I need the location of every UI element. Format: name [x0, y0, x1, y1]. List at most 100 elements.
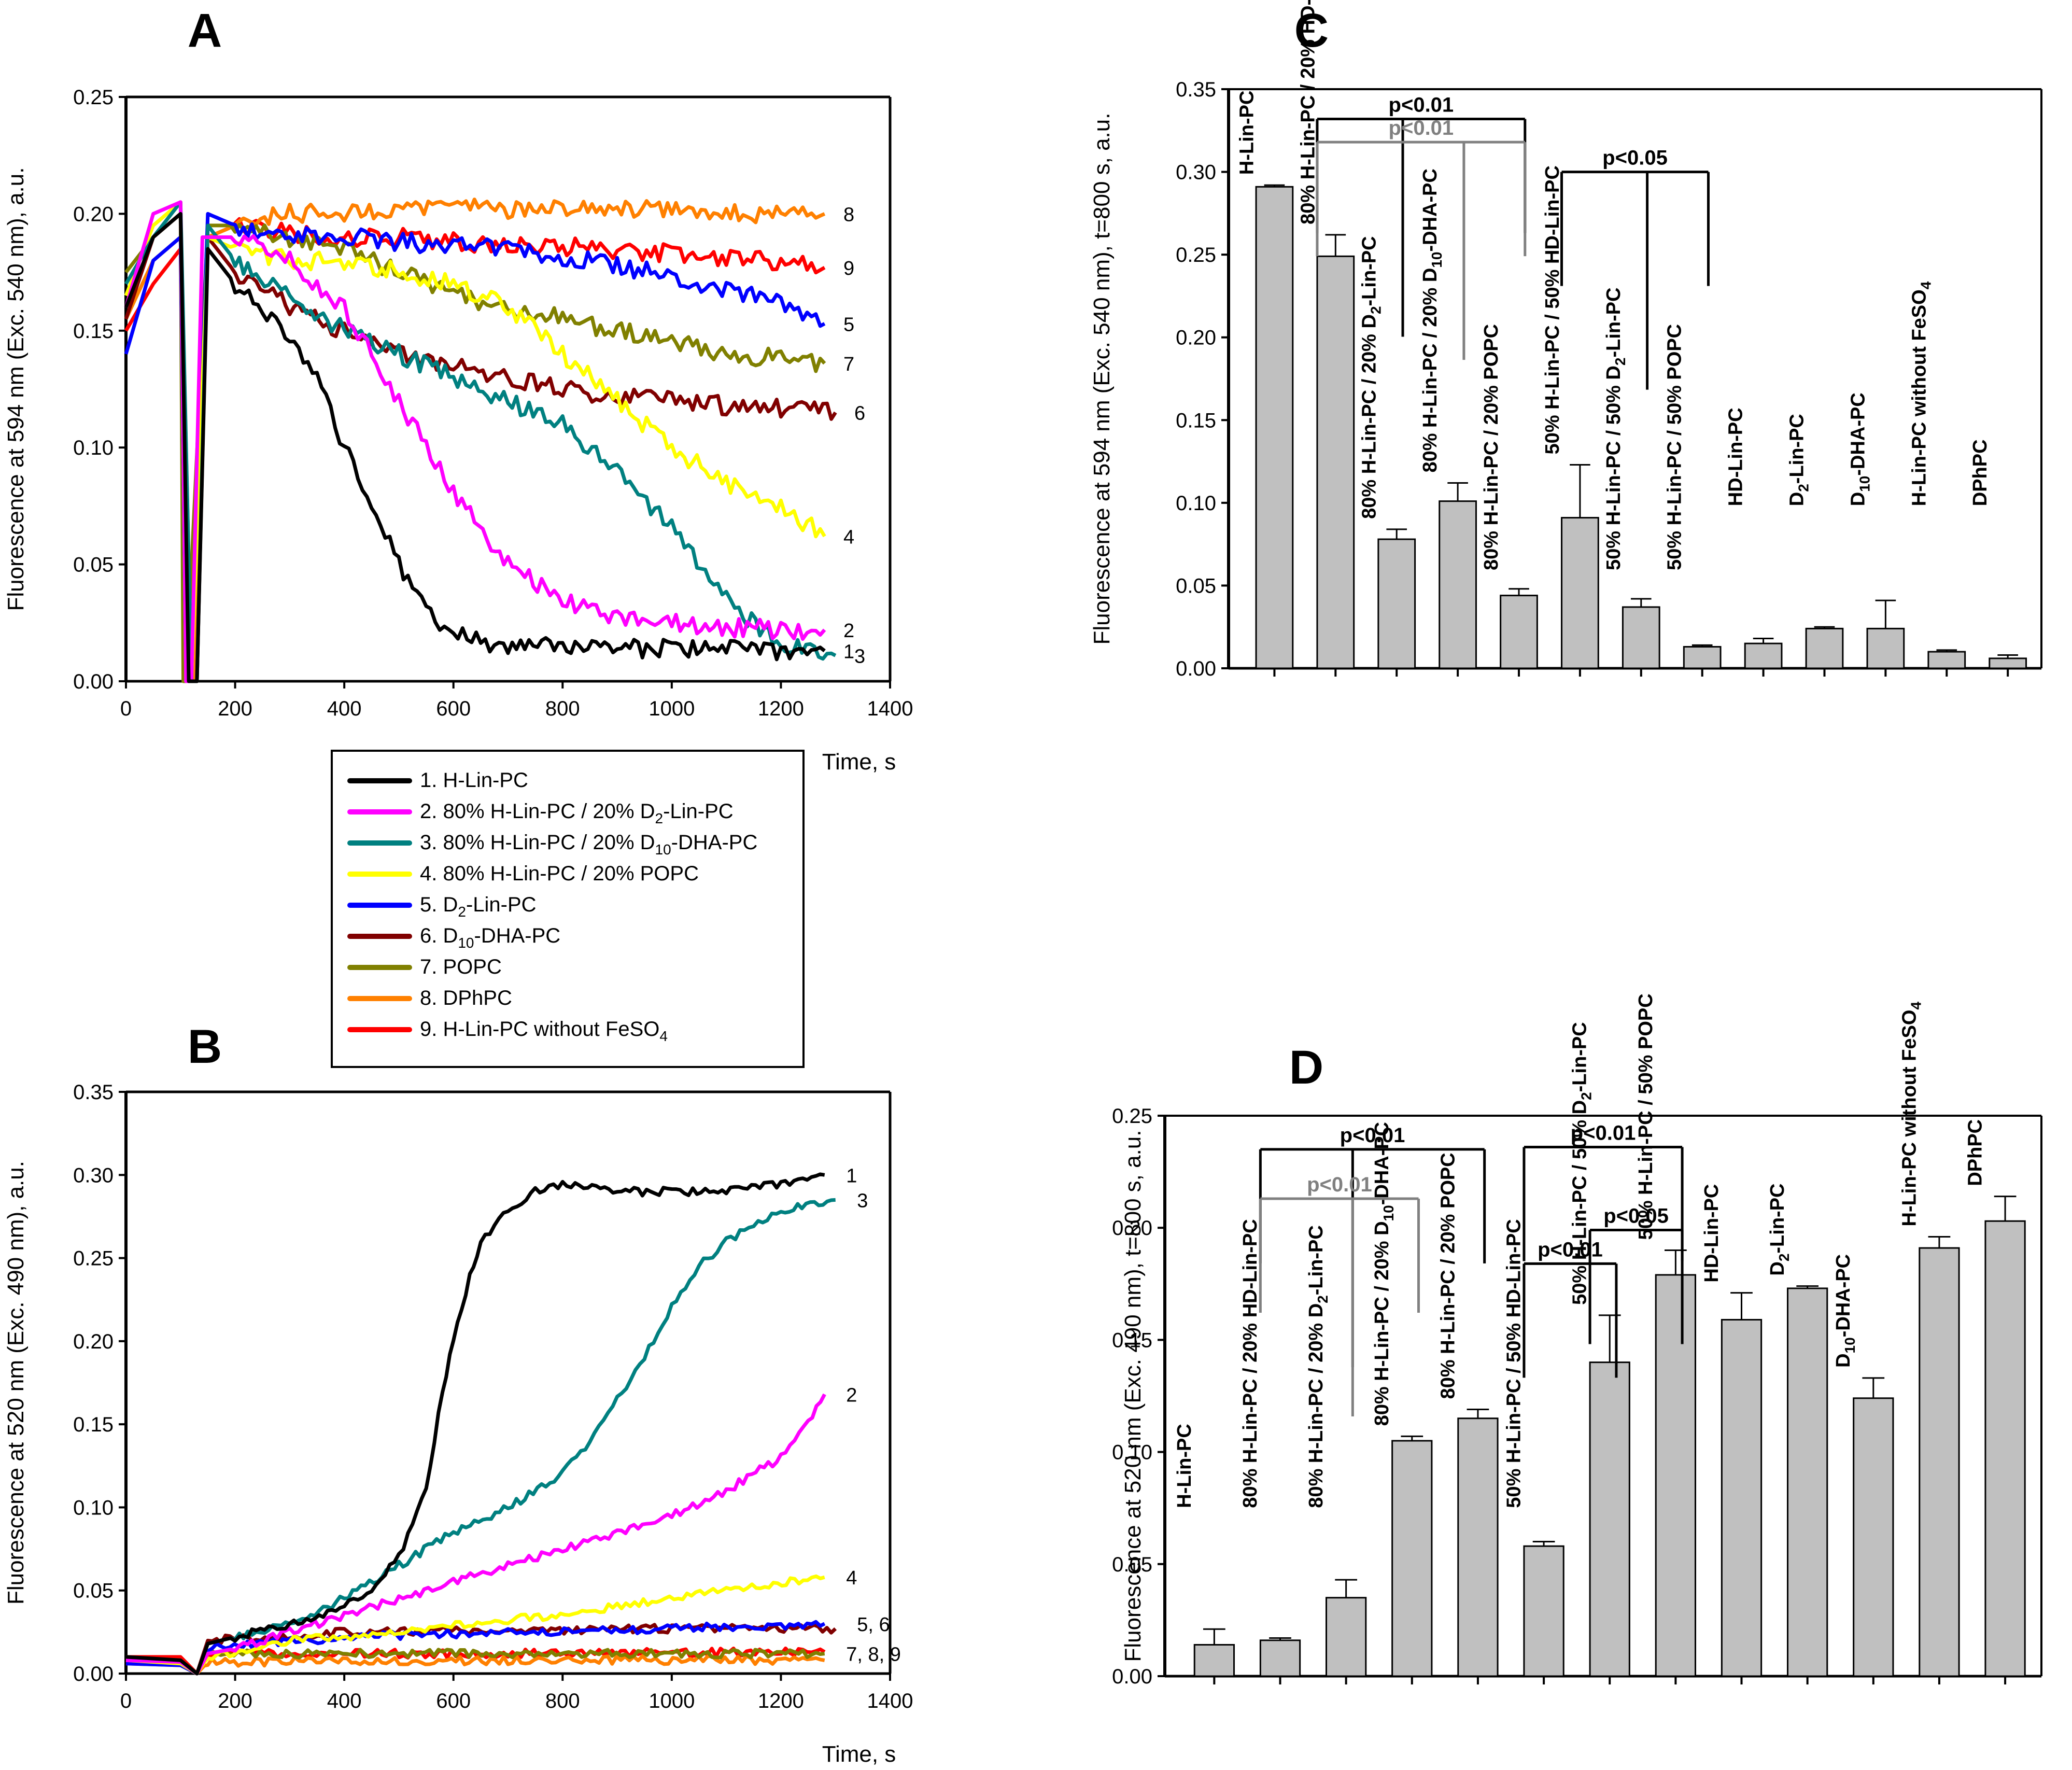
series-annotation: 7 [843, 354, 854, 375]
significance-label: p<0.05 [1602, 147, 1668, 170]
category-label: 80% H-Lin-PC / 20% D2-Lin-PC [1305, 1225, 1331, 1508]
category-label: H-Lin-PC without FeSO4 [1898, 1002, 1924, 1227]
series-line-3 [124, 200, 837, 683]
chart-c: 0.00 0.05 0.10 0.15 0.20 0.25 0.30 0.35 Fluoresc… [1089, 0, 2042, 680]
category-label: 50% H-Lin-PC / 50% D2-Lin-PC [1603, 287, 1628, 570]
x-tick-label: 800 [545, 1690, 580, 1712]
significance-label: p<0.01 [1571, 1122, 1636, 1145]
y-tick-label: 0.20 [73, 203, 114, 226]
x-tick-label: 600 [436, 1690, 471, 1712]
bar [1866, 627, 1905, 669]
y-tick-label: 0.35 [73, 1081, 114, 1104]
series-annotation: 5, 6 [857, 1614, 890, 1636]
y-axis-label: Fluorescence at 594 nm (Exc. 540 nm), t=… [1089, 113, 1115, 645]
y-tick-label: 0.15 [73, 1413, 114, 1436]
y-tick-label: 0.00 [73, 670, 114, 693]
y-tick-label: 0.15 [1176, 409, 1216, 432]
category-label: H-Lin-PC [1236, 91, 1258, 175]
bar [1589, 1361, 1630, 1677]
y-tick-label: 0.15 [73, 320, 114, 343]
y-tick-label: 0.20 [1112, 1217, 1152, 1240]
y-axis-label: Fluorescence at 520 nm (Exc. 490 nm), a.… [3, 1161, 29, 1605]
y-tick-label: 0.25 [1176, 244, 1216, 266]
category-label: H-Lin-PC without FeSO4 [1908, 281, 1934, 506]
bar [1255, 186, 1294, 669]
bar [1500, 595, 1538, 669]
series-line-4 [124, 200, 826, 683]
significance-label: p<0.01 [1389, 117, 1454, 139]
category-label: 50% H-Lin-PC / 50% POPC [1664, 324, 1686, 570]
series-annotation: 2 [846, 1384, 857, 1406]
x-tick-label: 400 [327, 697, 362, 720]
panel-label-c: C [1294, 4, 1329, 57]
category-label: 80% H-Lin-PC / 20% HD-Lin-PC [1239, 1219, 1261, 1508]
category-label: 80% H-Lin-PC / 20% D10-DHA-PC [1419, 168, 1445, 472]
legend-label: 1. H-Lin-PC [420, 769, 528, 792]
category-label: DPhPC [1969, 439, 1991, 506]
series-annotation: 4 [843, 527, 854, 549]
y-tick-label: 0.00 [1176, 657, 1216, 680]
category-label: 50% H-Lin-PC / 50% HD-Lin-PC [1542, 165, 1563, 454]
x-tick-label: 200 [218, 697, 252, 720]
legend-label: 6. D10-DHA-PC [420, 924, 560, 951]
y-tick-label: 0.15 [1112, 1329, 1152, 1352]
y-tick-label: 0.05 [73, 1580, 114, 1603]
y-tick-label: 0.10 [73, 1496, 114, 1519]
bar [1622, 606, 1660, 669]
series-annotation: 3 [857, 1190, 868, 1212]
bar [1391, 1440, 1433, 1677]
legend-label: 9. H-Lin-PC without FeSO4 [420, 1018, 668, 1044]
y-tick-label: 0.30 [1176, 161, 1216, 184]
x-axis-label: Time, s [822, 749, 896, 775]
category-label: D2-Lin-PC [1767, 1184, 1792, 1276]
significance-label: p<0.01 [1307, 1173, 1372, 1196]
y-tick-label: 0.25 [73, 86, 114, 109]
y-tick-label: 0.05 [73, 554, 114, 577]
legend-label: 4. 80% H-Lin-PC / 20% POPC [420, 862, 699, 885]
bar [1561, 517, 1599, 669]
bar [1193, 1643, 1235, 1677]
x-tick-label: 1000 [649, 697, 695, 720]
x-tick-label: 1400 [867, 1690, 913, 1712]
legend-box [331, 750, 805, 1068]
bar [1989, 657, 2027, 669]
chart-a: 0.00 0.05 0.10 0.15 0.20 0.25 Fluorescence at … [3, 86, 913, 775]
bar [1744, 642, 1783, 669]
y-tick-label: 0.00 [1112, 1665, 1152, 1688]
bar [1457, 1417, 1499, 1677]
category-label: 80% H-Lin-PC / 20% D10-DHA-PC [1371, 1122, 1397, 1426]
bar [1683, 646, 1722, 669]
series-annotation: 3 [854, 645, 865, 667]
bar [1439, 500, 1477, 669]
category-label: 80% H-Lin-PC / 20% HD-Lin-PC [1297, 0, 1319, 224]
x-tick-label: 1000 [649, 1690, 695, 1712]
bar [1326, 1597, 1367, 1677]
legend-label: 3. 80% H-Lin-PC / 20% D10-DHA-PC [420, 831, 757, 858]
x-tick-label: 1200 [758, 697, 804, 720]
category-label: 80% H-Lin-PC / 20% D2-Lin-PC [1358, 236, 1384, 519]
series-line-6 [124, 212, 837, 683]
category-label: H-Lin-PC [1174, 1424, 1195, 1508]
significance-label: p<0.01 [1340, 1124, 1405, 1147]
y-tick-label: 0.10 [73, 437, 114, 459]
series-line-8 [125, 1654, 825, 1676]
category-label: HD-Lin-PC [1725, 408, 1747, 506]
legend-label: 2. 80% H-Lin-PC / 20% D2-Lin-PC [420, 800, 734, 826]
x-tick-label: 800 [545, 697, 580, 720]
bar [1787, 1287, 1828, 1677]
x-tick-label: 400 [327, 1690, 362, 1712]
bar [1655, 1274, 1697, 1677]
y-tick-label: 0.35 [1176, 78, 1216, 101]
bar [1377, 538, 1416, 669]
bar [1316, 255, 1355, 669]
x-tick-label: 1400 [867, 697, 913, 720]
series-line-4 [125, 1574, 825, 1676]
bar [1721, 1318, 1763, 1677]
significance-label: p<0.05 [1603, 1205, 1669, 1228]
y-tick-label: 0.00 [73, 1663, 114, 1685]
series-annotation: 2 [843, 620, 854, 642]
y-tick-label: 0.05 [1112, 1553, 1152, 1576]
series-annotation: 1 [846, 1165, 857, 1187]
y-tick-label: 0.20 [73, 1330, 114, 1353]
